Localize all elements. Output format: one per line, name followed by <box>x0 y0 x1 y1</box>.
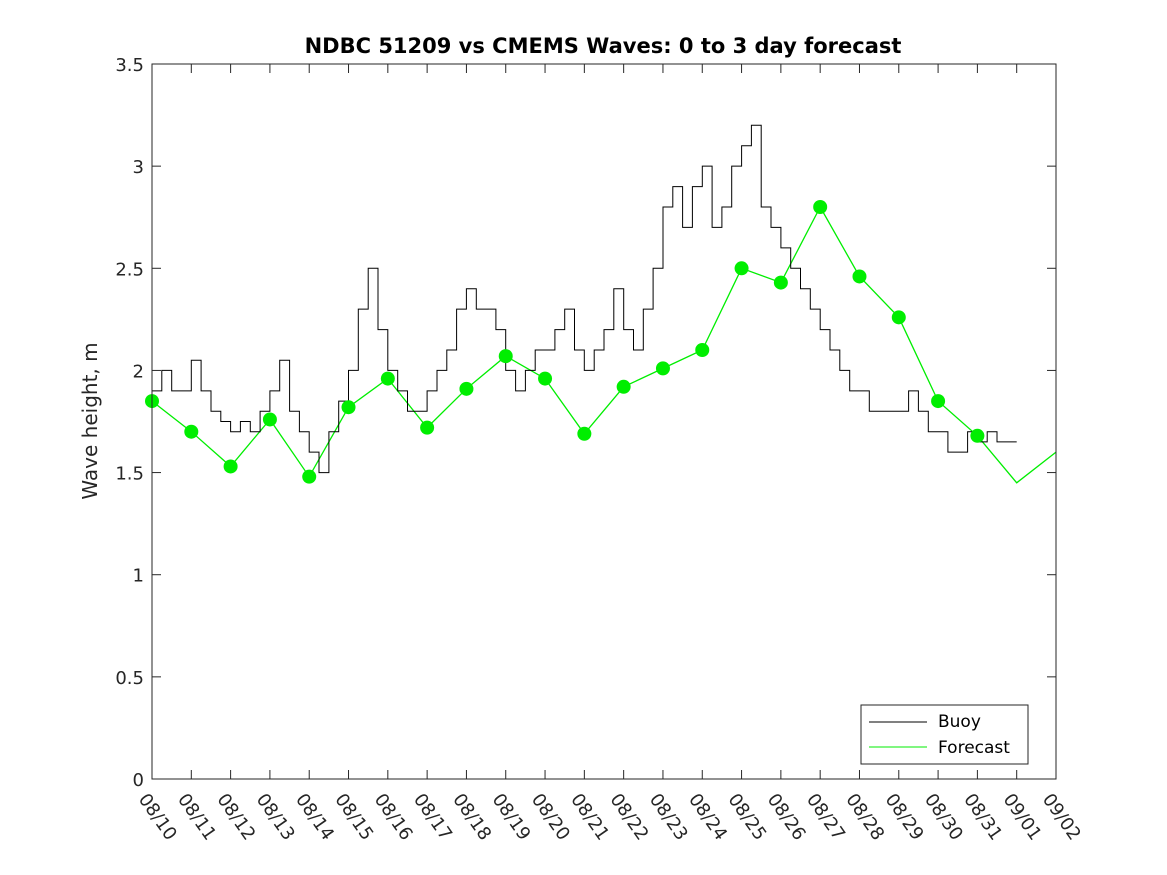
plot-background <box>152 64 1056 779</box>
forecast-series <box>151 205 1057 484</box>
forecast-marker <box>931 394 946 409</box>
legend: Buoy Forecast <box>860 704 1029 765</box>
forecast-marker <box>577 426 592 441</box>
forecast-marker <box>695 343 710 357</box>
y-axis-label: Wave height, m <box>78 342 102 499</box>
x-tick-label: 08/30 <box>920 790 967 845</box>
y-tick-label: 1.5 <box>115 464 144 485</box>
x-tick-label: 09/01 <box>999 790 1046 845</box>
forecast-marker <box>420 420 435 435</box>
forecast-marker <box>616 379 631 394</box>
y-tick-label: 1 <box>133 566 144 587</box>
x-tick-label: 08/19 <box>488 790 535 845</box>
x-tick-label: 08/15 <box>330 790 377 845</box>
forecast-marker <box>341 400 356 415</box>
x-tick-label: 08/20 <box>527 790 574 845</box>
y-tick-label: 2.5 <box>115 259 144 280</box>
x-tick-label: 08/21 <box>566 790 613 845</box>
forecast-line <box>151 205 1057 484</box>
buoy-series <box>152 124 1017 474</box>
y-tick-label: 0.5 <box>115 668 144 689</box>
legend-box <box>860 704 1029 765</box>
forecast-marker <box>655 361 670 376</box>
x-tick-label: 08/26 <box>763 790 810 845</box>
x-tick-label: 08/27 <box>802 790 849 845</box>
x-tick-label: 08/24 <box>684 790 731 845</box>
y-tick-label: 3 <box>133 157 144 178</box>
y-ticks: 0 0.5 1 1.5 2 2.5 3 3.5 <box>115 55 1056 791</box>
y-tick-label: 2 <box>133 361 144 382</box>
forecast-marker <box>773 275 788 290</box>
x-tick-label: 08/29 <box>881 790 928 845</box>
forecast-marker <box>852 269 867 284</box>
forecast-marker <box>459 381 474 396</box>
y-tick-label: 0 <box>133 770 144 791</box>
legend-buoy-label: Buoy <box>938 712 981 732</box>
x-tick-label: 08/31 <box>959 790 1006 845</box>
buoy-line <box>152 124 1017 474</box>
forecast-marker <box>813 200 828 214</box>
forecast-marker <box>970 428 985 443</box>
forecast-marker <box>262 412 277 427</box>
x-tick-label: 08/14 <box>291 790 338 845</box>
chart-title: NDBC 51209 vs CMEMS Waves: 0 to 3 day fo… <box>305 34 902 58</box>
forecast-marker <box>734 261 749 276</box>
forecast-markers <box>145 200 985 484</box>
forecast-marker <box>184 424 199 439</box>
plot-area <box>152 64 1056 779</box>
axes <box>151 63 1057 780</box>
forecast-marker <box>498 349 513 364</box>
x-tick-label: 08/25 <box>723 790 770 845</box>
forecast-marker <box>380 371 395 386</box>
x-tick-label: 08/16 <box>370 790 417 845</box>
y-tick-label: 3.5 <box>115 55 144 76</box>
x-tick-label: 08/18 <box>448 790 495 845</box>
x-tick-label: 08/10 <box>134 790 181 845</box>
x-tick-label: 08/23 <box>645 790 692 845</box>
x-tick-label: 08/17 <box>409 790 456 845</box>
x-tick-label: 08/13 <box>252 790 299 845</box>
forecast-marker <box>891 310 906 325</box>
x-tick-label: 08/22 <box>606 790 653 845</box>
axes-box <box>151 63 1057 780</box>
forecast-marker <box>223 459 238 474</box>
forecast-marker <box>538 371 553 386</box>
x-tick-label: 08/12 <box>213 790 260 845</box>
x-tick-label: 08/11 <box>173 790 220 845</box>
forecast-marker <box>302 469 317 484</box>
x-tick-label: 08/28 <box>841 790 888 845</box>
legend-forecast-label: Forecast <box>938 738 1010 758</box>
x-tick-label: 09/02 <box>1038 790 1085 845</box>
